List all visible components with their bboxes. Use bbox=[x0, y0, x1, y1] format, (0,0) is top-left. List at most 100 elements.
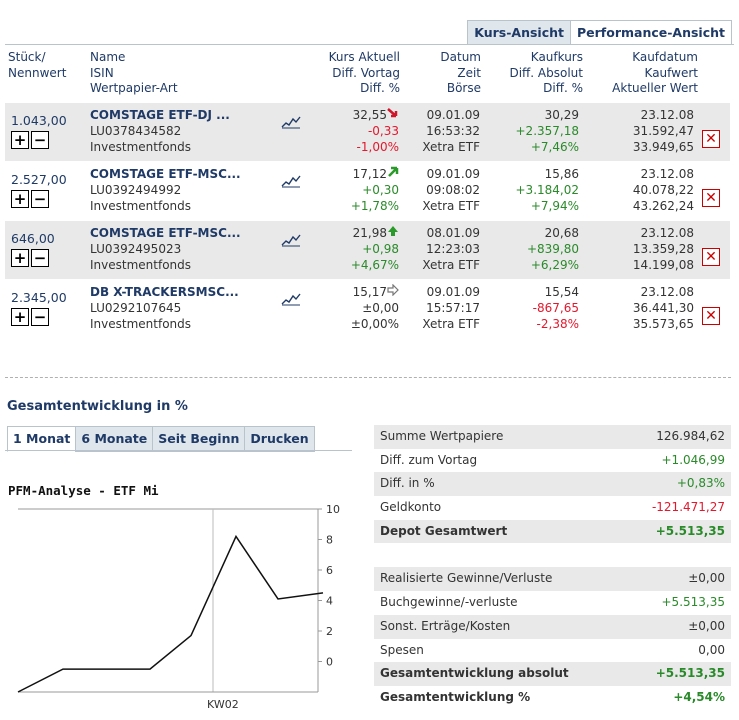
diff-absolute-percent: +7,46% bbox=[530, 140, 579, 154]
plus-button[interactable]: + bbox=[11, 190, 29, 208]
kurs-column: 21,98 +0,98 +4,67% bbox=[351, 225, 399, 273]
minus-button[interactable]: − bbox=[31, 190, 49, 208]
table-row: 1.043,00 + − COMSTAGE ETF-DJ ... LU03784… bbox=[5, 103, 730, 161]
chart-icon[interactable] bbox=[281, 115, 301, 129]
x-tick-label: KW02 bbox=[207, 698, 239, 711]
header-label: Diff. Vortag bbox=[332, 65, 400, 80]
security-name-link[interactable]: COMSTAGE ETF-DJ ... bbox=[90, 108, 230, 122]
quantity: 1.043,00 bbox=[11, 113, 67, 128]
plus-button[interactable]: + bbox=[11, 249, 29, 267]
summary-row: Depot Gesamtwert +5.513,35 bbox=[374, 519, 731, 544]
minus-button[interactable]: − bbox=[31, 308, 49, 326]
header-label: Börse bbox=[446, 81, 481, 95]
summary-row: Diff. zum Vortag +1.046,99 bbox=[374, 449, 731, 473]
diff-vortag: -0,33 bbox=[367, 124, 399, 138]
quantity-stepper: + − bbox=[11, 190, 49, 208]
date: 09.01.09 bbox=[426, 167, 480, 181]
tab-kurs-ansicht[interactable]: Kurs-Ansicht bbox=[467, 20, 571, 44]
series-line bbox=[17, 534, 324, 693]
y-tick-label: 6 bbox=[326, 564, 333, 577]
time: 15:57:17 bbox=[426, 301, 480, 315]
summary-label: Geldkonto bbox=[380, 500, 442, 515]
header-label: Wertpapier-Art bbox=[90, 81, 178, 95]
minus-button[interactable]: − bbox=[31, 249, 49, 267]
summary-row: Gesamtentwicklung absolut +5.513,35 bbox=[374, 662, 731, 686]
tab-6-monate[interactable]: 6 Monate bbox=[75, 426, 154, 452]
purchase-column: 20,68 +839,80 +6,29% bbox=[527, 225, 579, 273]
security-name-link[interactable]: COMSTAGE ETF-MSC... bbox=[90, 167, 241, 181]
purchase-column: 30,29 +2.357,18 +7,46% bbox=[516, 107, 580, 155]
summary-row: Summe Wertpapiere 126.984,62 bbox=[374, 425, 731, 449]
tab-performance-ansicht[interactable]: Performance-Ansicht bbox=[569, 20, 732, 44]
tab-seit-beginn[interactable]: Seit Beginn bbox=[152, 426, 246, 452]
summary-value: ±0,00 bbox=[688, 618, 725, 633]
quantity-stepper: + − bbox=[11, 249, 49, 267]
delete-button[interactable]: ✕ bbox=[702, 189, 720, 207]
isin: LU0392494992 bbox=[90, 183, 182, 197]
delete-button[interactable]: ✕ bbox=[702, 130, 720, 148]
current-price: 17,12 bbox=[351, 166, 399, 182]
diff-vortag: ±0,00 bbox=[362, 301, 399, 315]
table-row: 646,00 + − COMSTAGE ETF-MSC... LU0392495… bbox=[5, 221, 730, 279]
diff-percent: -1,00% bbox=[356, 140, 399, 154]
quantity-stepper: + − bbox=[11, 308, 49, 326]
security-type: Investmentfonds bbox=[90, 199, 192, 213]
summary-row: Buchgewinne/-verluste +5.513,35 bbox=[374, 591, 731, 615]
plus-button[interactable]: + bbox=[11, 308, 29, 326]
summary-row: Geldkonto -121.471,27 bbox=[374, 496, 731, 520]
minus-button[interactable]: − bbox=[31, 131, 49, 149]
date-column: 08.01.09 12:23:03 Xetra ETF bbox=[408, 225, 480, 273]
header-label: Zeit bbox=[457, 65, 481, 80]
purchase-date: 23.12.08 bbox=[640, 167, 694, 181]
security-type: Investmentfonds bbox=[90, 317, 192, 331]
y-tick-label: 2 bbox=[326, 625, 333, 638]
purchase-value: 36.441,30 bbox=[632, 301, 694, 315]
trend-arrow-icon bbox=[387, 108, 399, 122]
date-column: 09.01.09 16:53:32 Xetra ETF bbox=[408, 107, 480, 155]
summary-label: Buchgewinne/-verluste bbox=[380, 595, 518, 610]
security-name-link[interactable]: COMSTAGE ETF-MSC... bbox=[90, 226, 241, 240]
summary-label: Diff. in % bbox=[380, 476, 435, 491]
summary-value: +5.513,35 bbox=[655, 523, 725, 538]
diff-absolute-percent: +6,29% bbox=[530, 258, 579, 272]
current-price: 21,98 bbox=[351, 225, 399, 241]
exchange: Xetra ETF bbox=[422, 317, 480, 331]
date: 09.01.09 bbox=[426, 108, 480, 122]
header-label: Diff. % bbox=[360, 81, 400, 95]
summary-label: Diff. zum Vortag bbox=[380, 452, 478, 467]
header-kurs: Kurs Aktuell Diff. Vortag Diff. % bbox=[329, 50, 400, 97]
current-price: 15,17 bbox=[351, 283, 399, 300]
diff-absolute: +2.357,18 bbox=[515, 124, 580, 138]
header-name: Name ISIN Wertpapier-Art bbox=[90, 50, 178, 97]
quantity: 2.345,00 bbox=[11, 290, 67, 305]
tab-1-monat[interactable]: 1 Monat bbox=[7, 426, 77, 452]
tab-drucken[interactable]: Drucken bbox=[244, 426, 315, 452]
security-info: COMSTAGE ETF-DJ ... LU0378434582 Investm… bbox=[90, 107, 230, 155]
purchase-date: 23.12.08 bbox=[640, 226, 694, 240]
delete-button[interactable]: ✕ bbox=[702, 248, 720, 266]
tab-divider bbox=[5, 44, 734, 45]
summary-row: Realisierte Gewinne/Verluste ±0,00 bbox=[374, 567, 731, 592]
header-label: Kaufkurs bbox=[530, 50, 583, 64]
current-price: 32,55 bbox=[353, 107, 399, 123]
chart-tabs: 1 Monat 6 Monate Seit Beginn Drucken bbox=[7, 426, 315, 452]
summary-value: +1.046,99 bbox=[661, 452, 726, 467]
tab-divider bbox=[5, 450, 352, 451]
purchase-value: 31.592,47 bbox=[632, 124, 694, 138]
chart-icon[interactable] bbox=[281, 292, 301, 306]
diff-absolute-percent: +7,94% bbox=[530, 199, 579, 213]
chart-icon[interactable] bbox=[281, 174, 301, 188]
summary-value: +5.513,35 bbox=[655, 666, 725, 681]
quantity: 646,00 bbox=[11, 231, 55, 246]
security-name-link[interactable]: DB X-TRACKERSMSC... bbox=[90, 285, 239, 299]
plus-button[interactable]: + bbox=[11, 131, 29, 149]
summary-label: Summe Wertpapiere bbox=[380, 429, 504, 443]
chart-icon[interactable] bbox=[281, 233, 301, 247]
summary-value: +4,54% bbox=[673, 689, 725, 704]
diff-absolute: +839,80 bbox=[526, 242, 579, 256]
purchase-value: 40.078,22 bbox=[632, 183, 694, 197]
divider bbox=[5, 377, 731, 378]
delete-button[interactable]: ✕ bbox=[702, 307, 720, 325]
table-row: 2.527,00 + − COMSTAGE ETF-MSC... LU03924… bbox=[5, 162, 730, 220]
purchase-date-column: 23.12.08 31.592,47 33.949,65 bbox=[633, 107, 694, 155]
